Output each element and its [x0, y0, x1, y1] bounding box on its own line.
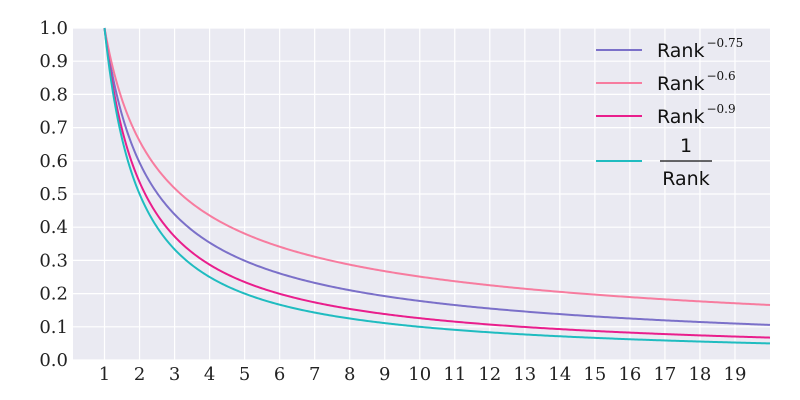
y-tick-label: 1.0	[39, 18, 68, 39]
x-tick-label: 19	[724, 364, 747, 385]
y-tick-label: 0.3	[39, 250, 68, 271]
x-tick-label: 13	[513, 364, 536, 385]
y-tick-label: 0.4	[39, 217, 68, 238]
y-tick-label: 0.8	[39, 84, 68, 105]
y-tick-label: 0.5	[39, 184, 68, 205]
x-tick-label: 16	[618, 364, 641, 385]
legend-label-base: Rank	[657, 73, 704, 95]
y-tick-label: 0.7	[39, 118, 68, 139]
y-tick-label: 0.9	[39, 51, 68, 72]
y-axis-ticks: 0.0 0.1 0.2 0.3 0.4 0.5 0.6 0.7 0.8 0.9 1.0	[39, 18, 68, 371]
x-tick-label: 18	[688, 364, 711, 385]
y-tick-label: 0.6	[39, 151, 68, 172]
x-axis-ticks: 1 2 3 4 5 6 7 8 9 10 11 12 13 14 15 16 17 18 19	[99, 364, 747, 385]
x-tick-label: 11	[443, 364, 466, 385]
legend-label-numerator: 1	[680, 135, 692, 157]
series-line-3	[103, 27, 771, 339]
legend-label-denominator: Rank	[662, 168, 709, 190]
x-tick-label: 2	[134, 364, 145, 385]
x-tick-label: 12	[478, 364, 501, 385]
legend-label: Rank −0.9	[657, 102, 736, 128]
x-tick-label: 14	[548, 364, 571, 385]
series-line-4	[103, 27, 771, 345]
y-tick-label: 0.2	[39, 284, 68, 305]
legend-label-base: Rank	[657, 106, 704, 128]
series-line-2	[103, 27, 771, 306]
legend-label: Rank −0.6	[657, 69, 736, 95]
legend-label-exponent: −0.75	[706, 36, 743, 50]
x-tick-label: 7	[309, 364, 320, 385]
x-tick-label: 8	[344, 364, 355, 385]
x-tick-label: 4	[204, 364, 215, 385]
x-tick-label: 1	[99, 364, 110, 385]
series-lines	[103, 27, 771, 345]
x-tick-label: 3	[169, 364, 180, 385]
y-tick-label: 0.1	[39, 317, 68, 338]
legend-label-exponent: −0.6	[706, 69, 735, 83]
x-tick-label: 9	[379, 364, 390, 385]
x-tick-label: 15	[583, 364, 606, 385]
series-line-1	[103, 27, 771, 326]
x-tick-label: 17	[653, 364, 676, 385]
y-tick-label: 0.0	[39, 350, 68, 371]
legend-label-exponent: −0.9	[706, 102, 735, 116]
legend-label-base: Rank	[657, 40, 704, 62]
legend-label: Rank −0.75	[657, 36, 743, 62]
x-tick-label: 10	[408, 364, 431, 385]
x-tick-label: 5	[239, 364, 250, 385]
x-tick-label: 6	[274, 364, 285, 385]
